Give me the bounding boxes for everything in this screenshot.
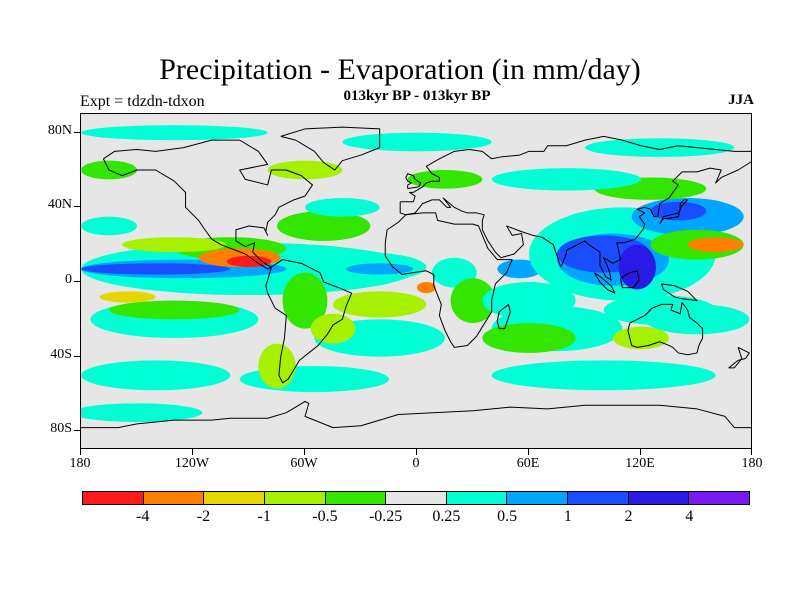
field-region bbox=[585, 138, 735, 157]
lat-tick-label: 40N bbox=[47, 197, 72, 213]
field-region bbox=[310, 313, 356, 344]
lat-tick-label: 40S bbox=[50, 346, 72, 362]
field-region bbox=[333, 291, 427, 318]
lat-tick bbox=[74, 281, 80, 282]
lon-tick bbox=[416, 449, 417, 455]
colorbar-swatch bbox=[325, 492, 387, 504]
lat-tick-label: 0 bbox=[65, 272, 72, 287]
field-region bbox=[450, 278, 496, 324]
lat-tick-label: 80N bbox=[47, 122, 72, 138]
field-region bbox=[122, 237, 227, 253]
lon-tick-label: 180 bbox=[69, 456, 91, 471]
chart-title: Precipitation - Evaporation (in mm/day) bbox=[159, 53, 641, 86]
coastline-greenland bbox=[280, 126, 381, 171]
lon-tick-label: 120W bbox=[174, 456, 210, 471]
colorbar-swatch bbox=[204, 492, 265, 504]
field-region bbox=[491, 168, 641, 191]
coastline-africa bbox=[384, 212, 513, 348]
colorbar bbox=[82, 491, 750, 505]
field-region bbox=[305, 198, 380, 217]
lon-tick-label: 180 bbox=[741, 456, 763, 471]
colorbar-label: -2 bbox=[196, 508, 211, 525]
colorbar-label: -0.25 bbox=[368, 508, 403, 525]
map-canvas bbox=[81, 125, 751, 429]
colorbar-label: -1 bbox=[257, 508, 271, 525]
coastline-eurasia bbox=[399, 135, 751, 281]
colorbar-label: 0.5 bbox=[497, 508, 518, 525]
coastline-sumatra bbox=[593, 272, 616, 294]
field-region bbox=[491, 360, 716, 391]
field-region bbox=[618, 244, 656, 290]
lon-tick-label: 120E bbox=[625, 456, 655, 471]
field-region bbox=[226, 255, 272, 268]
map-panel bbox=[80, 113, 752, 449]
coastline-australia bbox=[627, 302, 704, 356]
field-region bbox=[482, 323, 576, 353]
colorbar-swatch bbox=[386, 492, 447, 504]
field-region bbox=[644, 304, 750, 335]
field-region bbox=[267, 160, 343, 180]
coastline-layer bbox=[81, 126, 751, 429]
field-region bbox=[346, 263, 414, 275]
lat-tick-label: 80S bbox=[50, 421, 72, 437]
field-layer bbox=[81, 125, 750, 422]
lon-tick-label: 60W bbox=[290, 456, 318, 471]
field-region bbox=[277, 211, 371, 241]
coastline-borneo bbox=[619, 270, 640, 289]
lat-tick bbox=[74, 355, 80, 357]
lat-tick bbox=[74, 131, 80, 133]
lon-tick bbox=[80, 449, 81, 455]
colorbar-swatch bbox=[507, 492, 569, 504]
lon-tick bbox=[640, 449, 641, 455]
field-region bbox=[650, 201, 707, 221]
field-region bbox=[81, 216, 137, 236]
season-label: JJA bbox=[728, 92, 754, 108]
colorbar-label: 2 bbox=[624, 508, 633, 525]
field-region bbox=[81, 360, 231, 391]
experiment-label: Expt = tdzdn-tdxon bbox=[80, 93, 205, 110]
field-region bbox=[81, 125, 268, 141]
colorbar-swatch bbox=[689, 492, 750, 504]
colorbar-swatch bbox=[628, 492, 690, 504]
field-region bbox=[282, 272, 328, 329]
field-region bbox=[687, 237, 744, 253]
colorbar-swatch bbox=[568, 492, 629, 504]
colorbar-swatch bbox=[264, 492, 326, 504]
lon-tick bbox=[528, 449, 529, 455]
lon-tick bbox=[304, 449, 305, 455]
lon-tick-label: 0 bbox=[412, 456, 420, 471]
coastline-new-guinea bbox=[661, 283, 698, 302]
coastline-south-america bbox=[265, 259, 353, 384]
lon-tick bbox=[751, 449, 752, 455]
field-region bbox=[497, 259, 543, 279]
field-region bbox=[81, 263, 231, 275]
lat-tick bbox=[74, 430, 80, 432]
colorbar-label: 4 bbox=[685, 508, 694, 525]
colorbar-swatch bbox=[143, 492, 205, 504]
lat-tick bbox=[74, 206, 80, 208]
field-region bbox=[613, 326, 669, 350]
coastline-north-america bbox=[102, 139, 313, 270]
coastline-new-zealand bbox=[728, 346, 750, 369]
field-region bbox=[407, 170, 483, 189]
colorbar-label: -0.5 bbox=[312, 508, 338, 525]
coastline-great-britain bbox=[405, 173, 422, 190]
colorbar-swatch bbox=[83, 492, 144, 504]
field-region bbox=[81, 403, 203, 422]
colorbar-swatch bbox=[446, 492, 508, 504]
coastline-madagascar bbox=[496, 303, 511, 330]
field-region bbox=[99, 291, 156, 303]
lon-tick bbox=[192, 449, 193, 455]
field-region bbox=[258, 343, 296, 389]
chart-subtitle: 013kyr BP - 013kyr BP bbox=[343, 88, 491, 104]
colorbar-label: 1 bbox=[563, 508, 572, 525]
colorbar-label: 0.25 bbox=[432, 508, 461, 525]
colorbar-label: -4 bbox=[136, 508, 150, 525]
field-region bbox=[109, 300, 240, 320]
field-region bbox=[417, 282, 436, 294]
lon-tick-label: 60E bbox=[516, 456, 540, 471]
field-region bbox=[342, 132, 492, 152]
coastline-antarctica bbox=[81, 400, 751, 429]
coastline-japan bbox=[659, 199, 689, 225]
